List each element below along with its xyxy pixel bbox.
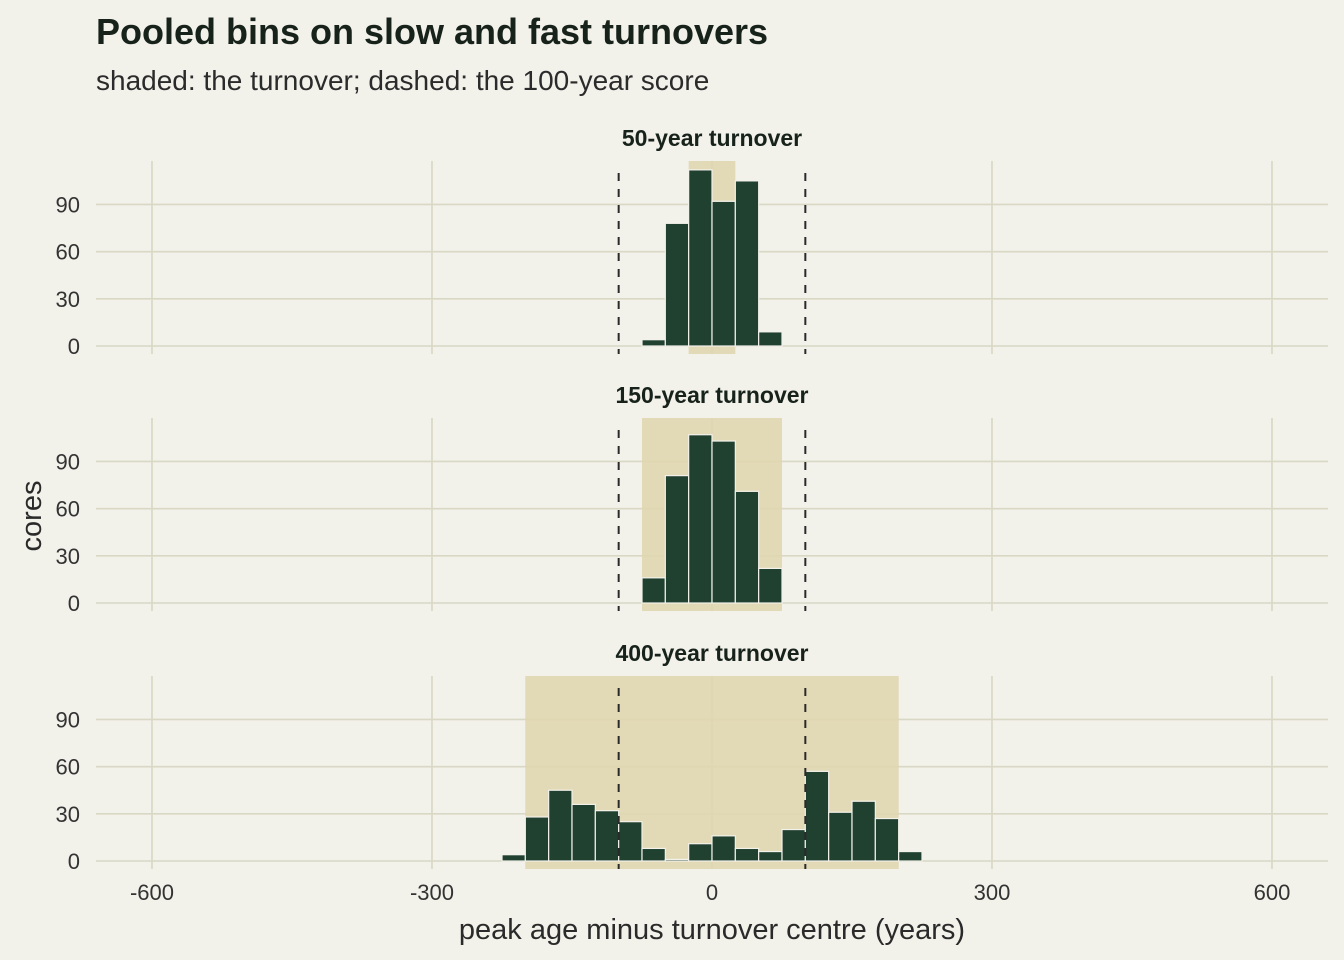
histogram-bar	[641, 847, 666, 862]
histogram-bar	[758, 567, 783, 604]
histogram-bar	[711, 835, 736, 862]
x-tick-label: 600	[1254, 880, 1291, 905]
histogram-bar	[664, 475, 690, 604]
y-tick-label: 0	[68, 591, 80, 616]
x-tick-label: 300	[974, 880, 1011, 905]
histogram-bar	[851, 800, 876, 862]
histogram-bar	[524, 816, 550, 862]
histogram-bar	[804, 770, 830, 862]
facet-title: 400-year turnover	[615, 640, 808, 666]
chart-subtitle: shaded: the turnover; dashed: the 100-ye…	[96, 65, 709, 96]
x-axis-title: peak age minus turnover centre (years)	[459, 914, 965, 946]
histogram-bar	[734, 180, 760, 347]
histogram-bar	[734, 490, 760, 604]
y-tick-label: 30	[56, 544, 80, 569]
y-axis-title: cores	[16, 481, 48, 552]
facet-panel: 400-year turnover 0 30 60 90	[56, 640, 1328, 874]
histogram-bar	[734, 847, 760, 862]
histogram-bar	[898, 850, 923, 862]
y-tick-label: 60	[56, 240, 80, 265]
y-tick-label: 0	[68, 849, 80, 874]
histogram-bar	[828, 811, 853, 862]
y-tick-label: 30	[56, 802, 80, 827]
histogram-bar	[641, 339, 666, 347]
histogram-bar	[711, 200, 736, 347]
y-tick-label: 60	[56, 755, 80, 780]
histogram-bar	[664, 858, 690, 862]
histogram-bar	[758, 850, 783, 862]
histogram-bar	[618, 821, 643, 862]
x-tick-label: -300	[410, 880, 454, 905]
facet-title: 50-year turnover	[622, 125, 802, 151]
histogram-bar	[571, 803, 596, 862]
facet-panel: 150-year turnover 0 30 60 90	[56, 382, 1328, 616]
y-tick-label: 60	[56, 497, 80, 522]
histogram-bar	[594, 810, 620, 862]
y-tick-label: 90	[56, 707, 80, 732]
y-tick-label: 0	[68, 334, 80, 359]
chart-title: Pooled bins on slow and fast turnovers	[96, 11, 768, 52]
x-axis: -600 -300 0 300 600	[130, 880, 1290, 905]
facet-title: 150-year turnover	[615, 382, 808, 408]
x-tick-label: 0	[706, 880, 718, 905]
y-tick-label: 30	[56, 287, 80, 312]
histogram-bar	[688, 843, 713, 862]
facet-panel: 50-year turnover 0 30 60 90	[56, 125, 1328, 359]
y-tick-label: 90	[56, 449, 80, 474]
histogram-bar	[548, 789, 573, 862]
histogram-bar	[501, 854, 526, 862]
histogram-bar	[758, 331, 783, 347]
histogram-bar	[688, 169, 713, 347]
histogram-bar	[781, 828, 806, 862]
histogram-bar	[711, 440, 736, 604]
histogram-bar	[664, 222, 690, 347]
x-tick-label: -600	[130, 880, 174, 905]
histogram-bar	[874, 817, 900, 862]
histogram-bar	[641, 577, 666, 604]
y-tick-label: 90	[56, 192, 80, 217]
histogram-bar	[688, 434, 713, 604]
